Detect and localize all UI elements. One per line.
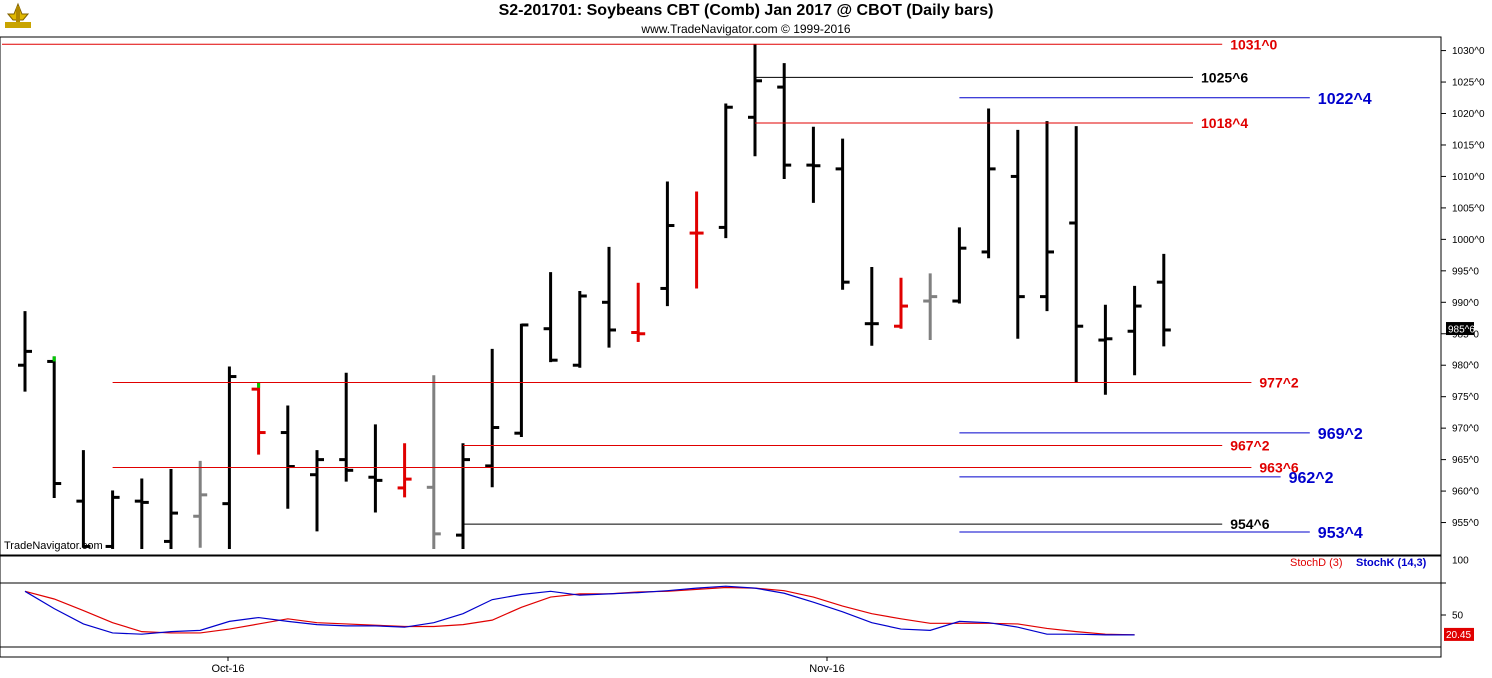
- level-label: 1022^4: [1318, 91, 1372, 108]
- current-price-label: 985^6: [1448, 325, 1475, 336]
- y-tick-label: 965^0: [1452, 455, 1479, 466]
- level-label: 1031^0: [1230, 36, 1277, 52]
- stoch-current-marker: [1444, 627, 1474, 641]
- y-tick-label: 955^0: [1452, 518, 1479, 529]
- y-tick-label: 980^0: [1452, 361, 1479, 372]
- chart-title: S2-201701: Soybeans CBT (Comb) Jan 2017 …: [498, 2, 994, 19]
- y-tick-label: 960^0: [1452, 487, 1479, 498]
- y-tick-label: 1010^0: [1452, 172, 1485, 183]
- level-label: 963^6: [1259, 459, 1299, 475]
- level-label: 954^6: [1230, 516, 1270, 532]
- stoch-panel-frame: [0, 555, 1442, 658]
- stoch-current-label: 20.45: [1446, 630, 1471, 641]
- y-tick-label: 1005^0: [1452, 203, 1485, 214]
- y-tick-label: 975^0: [1452, 392, 1479, 403]
- level-label: 962^2: [1289, 470, 1334, 487]
- watermark: TradeNavigator.com: [4, 540, 103, 552]
- stoch-d-legend: StochD (3): [1290, 557, 1343, 569]
- y-tick-label: 1025^0: [1452, 78, 1485, 89]
- y-tick-label: 1030^0: [1452, 46, 1485, 57]
- chart-subtitle: www.TradeNavigator.com © 1999-2016: [641, 22, 851, 36]
- trade-navigator-logo-icon: [4, 2, 32, 30]
- y-tick-label: 1020^0: [1452, 109, 1485, 120]
- y-tick-label: 995^0: [1452, 266, 1479, 277]
- level-label: 1018^4: [1201, 115, 1248, 131]
- level-label: 969^2: [1318, 426, 1363, 443]
- y-tick-label: 1015^0: [1452, 140, 1485, 151]
- price-panel-frame: [0, 36, 1442, 556]
- x-tick-label: Oct-16: [211, 663, 244, 675]
- level-label: 1025^6: [1201, 69, 1248, 85]
- x-tick-label: Nov-16: [809, 663, 844, 675]
- stoch-k-legend: StochK (14,3): [1356, 557, 1427, 569]
- stoch-series-line: [24, 586, 1135, 636]
- stoch-tick-label: 50: [1452, 611, 1464, 622]
- price-plot-area: [18, 44, 1171, 549]
- level-label: 967^2: [1230, 437, 1270, 453]
- level-label: 977^2: [1259, 375, 1299, 391]
- y-tick-label: 1000^0: [1452, 235, 1485, 246]
- stoch-tick-label: 100: [1452, 556, 1469, 567]
- y-tick-label: 970^0: [1452, 424, 1479, 435]
- stoch-series-line: [24, 585, 1135, 636]
- current-price-marker: [1446, 322, 1474, 336]
- level-label: 953^4: [1318, 525, 1363, 542]
- y-tick-label: 990^0: [1452, 298, 1479, 309]
